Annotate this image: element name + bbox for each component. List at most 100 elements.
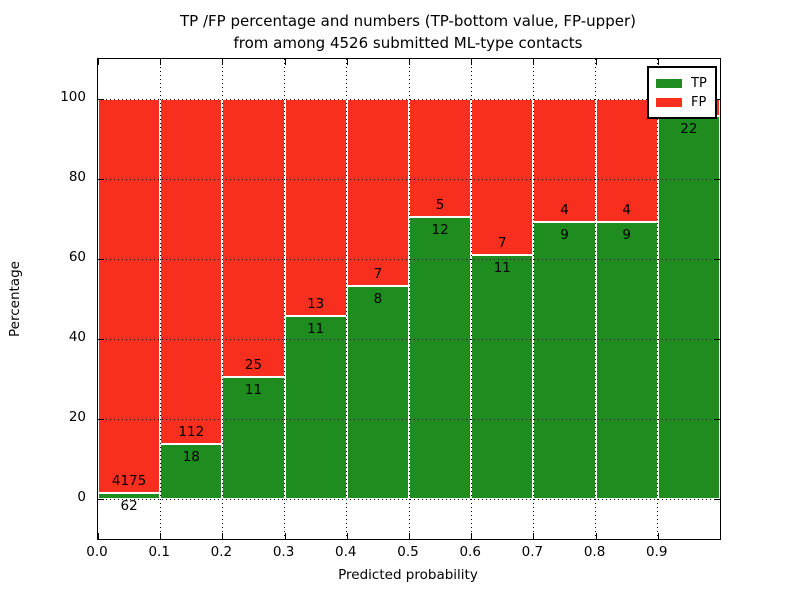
x-tick-mark <box>595 533 597 539</box>
x-axis-label: Predicted probability <box>338 567 478 583</box>
tp-count-label: 9 <box>560 227 569 244</box>
x-tick-mark <box>346 533 348 539</box>
vertical-gridline <box>470 59 472 539</box>
tp-count-label: 22 <box>680 121 698 138</box>
x-tick-mark <box>533 59 535 65</box>
chart-title: TP /FP percentage and numbers (TP-bottom… <box>97 10 719 54</box>
vertical-gridline <box>408 59 410 539</box>
tp-bar-segment <box>657 116 720 499</box>
x-tick-mark <box>98 533 99 539</box>
vertical-gridline <box>159 59 161 539</box>
x-tick-label: 0.5 <box>397 544 419 560</box>
tp-count-label: 11 <box>493 259 511 276</box>
fp-count-label: 4175 <box>111 473 147 489</box>
tp-count-label: 18 <box>182 448 200 465</box>
y-tick-mark <box>714 259 720 260</box>
vertical-gridline <box>221 59 223 539</box>
horizontal-gridline <box>98 338 720 340</box>
y-tick-mark <box>714 419 720 420</box>
vertical-gridline <box>284 59 286 539</box>
x-tick-label: 0.3 <box>272 544 295 560</box>
tp-count-label: 11 <box>307 320 325 337</box>
x-tick-mark <box>98 59 99 65</box>
fp-bar-segment <box>222 99 285 377</box>
x-tick-label: 0.4 <box>335 544 357 560</box>
fp-bar-segment <box>160 99 223 444</box>
chart-title-line1: TP /FP percentage and numbers (TP-bottom… <box>180 12 636 30</box>
x-tick-mark <box>284 533 286 539</box>
tp-bar-segment <box>160 443 223 499</box>
y-tick-label: 80 <box>68 169 86 185</box>
fp-count-label: 4 <box>560 202 569 219</box>
y-tick-mark <box>714 99 720 100</box>
legend-entry: FP <box>656 93 708 112</box>
horizontal-gridline <box>98 98 720 100</box>
x-tick-mark <box>346 59 348 65</box>
tp-bar-segment <box>284 315 347 499</box>
vertical-gridline <box>657 59 659 539</box>
y-tick-label: 0 <box>77 489 86 505</box>
y-tick-mark <box>98 259 104 260</box>
vertical-gridline <box>346 59 348 539</box>
y-axis-label: Percentage <box>7 261 23 337</box>
y-tick-label: 100 <box>60 89 86 105</box>
chart-title-line2: from among 4526 submitted ML-type contac… <box>233 34 583 52</box>
legend-entry: TP <box>656 74 708 93</box>
horizontal-gridline <box>98 418 720 420</box>
x-tick-label: 0.8 <box>583 544 606 560</box>
x-tick-label: 0.0 <box>86 544 108 560</box>
fp-legend-swatch <box>656 98 682 107</box>
fp-bar-segment <box>98 99 161 493</box>
tp-count-label: 11 <box>244 381 263 398</box>
y-tick-mark <box>714 339 720 340</box>
x-tick-mark <box>409 533 410 539</box>
tp-bar-segment <box>346 285 409 499</box>
x-tick-label: 0.9 <box>646 544 668 560</box>
fp-count-label: 7 <box>373 265 383 282</box>
fp-count-label: 5 <box>435 196 445 213</box>
plot-area: 4175 62 112 18 25 11 13 11 7 8 5 12 7 11 4 9 4 9 22 <box>97 58 721 540</box>
fp-count-label: 112 <box>178 423 205 440</box>
horizontal-gridline <box>98 258 720 260</box>
y-tick-mark <box>98 179 104 180</box>
fp-count-label: 4 <box>622 202 631 219</box>
x-tick-mark <box>533 533 535 539</box>
vertical-gridline <box>532 59 534 539</box>
x-tick-mark <box>160 533 162 539</box>
y-tick-mark <box>98 339 104 340</box>
legend-entry-label: FP <box>691 95 707 110</box>
tp-bar-segment <box>471 254 534 499</box>
fp-count-label: 25 <box>244 356 263 373</box>
fp-bar-segment <box>409 99 472 217</box>
tp-legend-swatch <box>656 79 682 88</box>
x-tick-mark <box>222 533 224 539</box>
fp-bar-segment <box>595 99 658 223</box>
tp-bar-segment <box>409 216 472 499</box>
fp-bar-segment <box>284 99 347 316</box>
y-tick-mark <box>98 419 104 420</box>
x-tick-label: 0.1 <box>148 544 170 560</box>
legend: TP FP <box>647 66 717 119</box>
x-tick-mark <box>222 59 224 65</box>
vertical-gridline <box>595 59 597 539</box>
fp-count-label: 7 <box>498 234 507 251</box>
y-tick-label: 60 <box>68 249 86 265</box>
tp-count-label: 8 <box>373 290 383 307</box>
x-tick-label: 0.7 <box>521 544 544 560</box>
x-tick-mark <box>409 59 410 65</box>
x-tick-mark <box>284 59 286 65</box>
legend-entry-label: TP <box>691 76 707 91</box>
x-tick-label: 0.2 <box>210 544 233 560</box>
fp-count-label: 13 <box>307 295 325 312</box>
x-tick-mark <box>595 59 597 65</box>
fp-bar-segment <box>533 99 596 223</box>
x-tick-mark <box>657 533 659 539</box>
tp-bar-segment <box>533 222 596 499</box>
horizontal-gridline <box>98 498 720 500</box>
y-tick-mark <box>714 499 720 500</box>
x-tick-mark <box>657 59 659 65</box>
y-tick-label: 20 <box>68 409 86 425</box>
x-tick-label: 0.6 <box>459 544 481 560</box>
tp-count-label: 12 <box>431 221 449 238</box>
